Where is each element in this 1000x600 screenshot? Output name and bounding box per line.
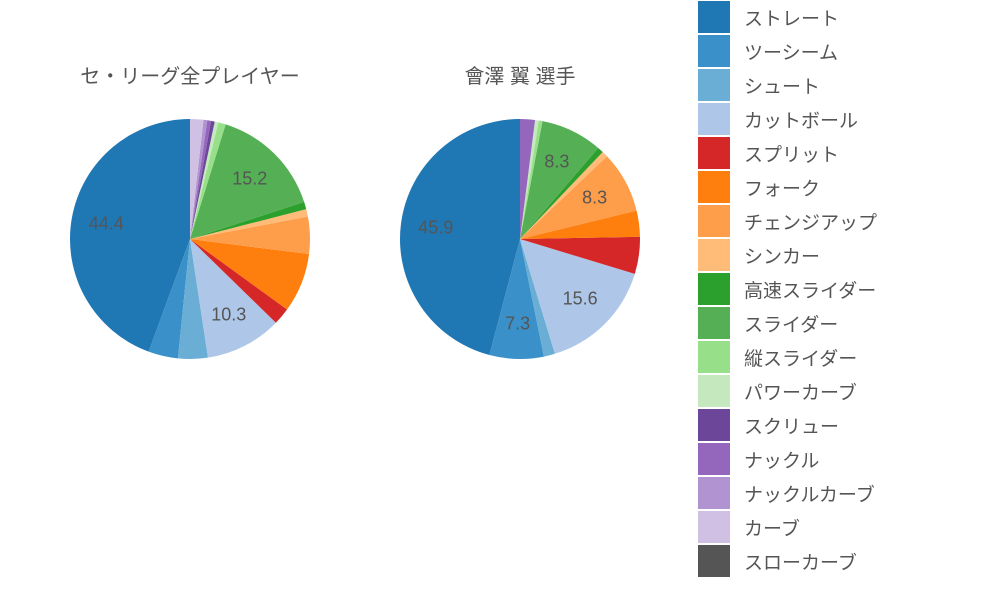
- legend-swatch: [698, 273, 730, 305]
- legend-item: シュート: [680, 68, 1000, 102]
- legend-item: ストレート: [680, 0, 1000, 34]
- legend-swatch: [698, 171, 730, 203]
- legend-swatch: [698, 375, 730, 407]
- legend-swatch: [698, 477, 730, 509]
- legend-label: ストレート: [744, 4, 839, 31]
- legend-label: 高速スライダー: [744, 276, 876, 303]
- legend-label: スライダー: [744, 310, 838, 337]
- legend-swatch: [698, 239, 730, 271]
- legend-label: 縦スライダー: [744, 344, 857, 371]
- legend-item: 縦スライダー: [680, 340, 1000, 374]
- legend-item: ナックルカーブ: [680, 476, 1000, 510]
- legend-swatch: [698, 35, 730, 67]
- legend-item: ツーシーム: [680, 34, 1000, 68]
- pie-chart-left: セ・リーグ全プレイヤー 44.410.315.2: [30, 60, 350, 369]
- legend-swatch: [698, 103, 730, 135]
- legend-item: スライダー: [680, 306, 1000, 340]
- legend-item: カットボール: [680, 102, 1000, 136]
- pie-title-left: セ・リーグ全プレイヤー: [30, 60, 350, 89]
- pie-canvas-right: 45.97.315.68.38.3: [390, 109, 650, 369]
- legend-swatch: [698, 137, 730, 169]
- legend-item: パワーカーブ: [680, 374, 1000, 408]
- legend-label: ツーシーム: [744, 38, 838, 65]
- legend-swatch: [698, 1, 730, 33]
- legend-label: カットボール: [744, 106, 858, 133]
- legend-swatch: [698, 511, 730, 543]
- legend: ストレートツーシームシュートカットボールスプリットフォークチェンジアップシンカー…: [680, 0, 1000, 600]
- legend-swatch: [698, 69, 730, 101]
- legend-swatch: [698, 443, 730, 475]
- legend-label: シュート: [744, 72, 820, 99]
- legend-swatch: [698, 409, 730, 441]
- chart-container: セ・リーグ全プレイヤー 44.410.315.2 會澤 翼 選手 45.97.3…: [0, 0, 1000, 600]
- legend-item: スローカーブ: [680, 544, 1000, 578]
- legend-swatch: [698, 341, 730, 373]
- legend-label: ナックル: [744, 446, 819, 473]
- legend-item: チェンジアップ: [680, 204, 1000, 238]
- pie-chart-area: セ・リーグ全プレイヤー 44.410.315.2 會澤 翼 選手 45.97.3…: [0, 0, 680, 600]
- legend-swatch: [698, 545, 730, 577]
- pie-title-right: 會澤 翼 選手: [360, 60, 680, 89]
- pie-canvas-left: 44.410.315.2: [60, 109, 320, 369]
- legend-swatch: [698, 205, 730, 237]
- legend-label: スプリット: [744, 140, 839, 167]
- legend-label: ナックルカーブ: [744, 480, 875, 507]
- legend-label: カーブ: [744, 514, 800, 541]
- legend-label: シンカー: [744, 242, 820, 269]
- legend-item: シンカー: [680, 238, 1000, 272]
- legend-item: スクリュー: [680, 408, 1000, 442]
- legend-item: スプリット: [680, 136, 1000, 170]
- legend-label: パワーカーブ: [744, 378, 857, 405]
- legend-label: スローカーブ: [744, 548, 857, 575]
- pie-chart-right: 會澤 翼 選手 45.97.315.68.38.3: [360, 60, 680, 369]
- legend-label: フォーク: [744, 174, 820, 201]
- legend-item: フォーク: [680, 170, 1000, 204]
- legend-item: 高速スライダー: [680, 272, 1000, 306]
- legend-swatch: [698, 307, 730, 339]
- legend-label: スクリュー: [744, 412, 839, 439]
- legend-item: カーブ: [680, 510, 1000, 544]
- legend-item: ナックル: [680, 442, 1000, 476]
- legend-label: チェンジアップ: [744, 208, 877, 235]
